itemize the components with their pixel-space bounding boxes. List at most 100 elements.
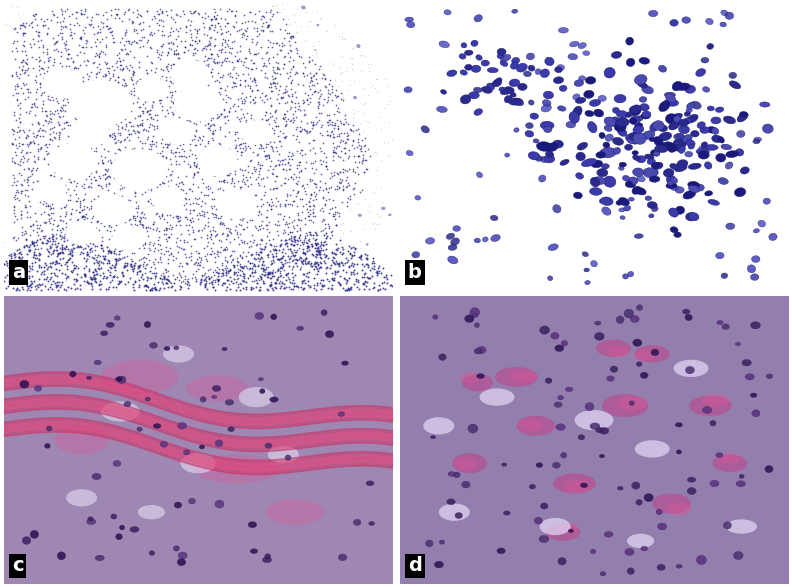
- Point: [123, 215, 135, 225]
- Point: [48, 248, 60, 258]
- Point: [136, 24, 149, 33]
- Point: [335, 68, 348, 77]
- Point: [79, 174, 92, 184]
- Point: [219, 90, 232, 100]
- Point: [278, 59, 291, 69]
- Point: [219, 235, 232, 244]
- Point: [112, 5, 124, 14]
- Point: [104, 227, 116, 236]
- Point: [240, 119, 253, 128]
- Point: [283, 254, 295, 264]
- Point: [167, 50, 180, 59]
- Point: [266, 144, 279, 154]
- Point: [61, 97, 74, 107]
- Point: [268, 278, 281, 288]
- Ellipse shape: [594, 109, 604, 117]
- Point: [302, 280, 314, 289]
- Point: [145, 198, 158, 207]
- Point: [143, 243, 155, 252]
- Point: [337, 34, 350, 43]
- Point: [285, 239, 298, 249]
- Point: [265, 240, 277, 249]
- Point: [10, 151, 22, 160]
- Ellipse shape: [516, 416, 555, 436]
- Point: [110, 172, 123, 181]
- Point: [290, 281, 303, 291]
- Point: [166, 107, 178, 116]
- Point: [229, 11, 242, 21]
- Point: [215, 229, 228, 238]
- Point: [120, 265, 133, 275]
- Point: [146, 284, 158, 293]
- Point: [130, 79, 143, 88]
- Point: [101, 214, 114, 223]
- Point: [341, 135, 354, 144]
- Point: [169, 253, 182, 262]
- Point: [144, 185, 157, 195]
- Point: [114, 255, 127, 264]
- Point: [49, 242, 62, 251]
- Ellipse shape: [662, 134, 669, 140]
- Point: [102, 75, 115, 85]
- Ellipse shape: [353, 96, 357, 99]
- Point: [353, 151, 366, 160]
- Point: [37, 217, 50, 227]
- Point: [44, 279, 57, 289]
- Point: [242, 161, 254, 170]
- Point: [64, 191, 77, 200]
- Point: [120, 204, 133, 214]
- Point: [116, 75, 129, 84]
- Point: [242, 63, 255, 73]
- Point: [114, 45, 127, 54]
- Point: [161, 143, 173, 152]
- Ellipse shape: [674, 144, 683, 151]
- Point: [41, 209, 54, 218]
- Point: [272, 196, 285, 205]
- Ellipse shape: [658, 65, 667, 72]
- Point: [233, 54, 246, 63]
- Point: [39, 258, 51, 268]
- Ellipse shape: [656, 509, 662, 515]
- Point: [175, 144, 188, 153]
- Ellipse shape: [47, 426, 52, 431]
- Point: [123, 88, 135, 97]
- Point: [152, 239, 165, 249]
- Point: [95, 241, 108, 250]
- Point: [154, 283, 166, 292]
- Point: [160, 278, 173, 288]
- Point: [312, 185, 325, 194]
- Point: [158, 31, 170, 40]
- Ellipse shape: [661, 142, 674, 150]
- Point: [234, 279, 247, 289]
- Point: [215, 217, 227, 227]
- Ellipse shape: [685, 85, 695, 93]
- Point: [34, 227, 47, 236]
- Point: [263, 120, 276, 129]
- Point: [74, 200, 86, 210]
- Point: [234, 94, 247, 103]
- Ellipse shape: [553, 205, 561, 213]
- Point: [287, 174, 299, 183]
- Point: [253, 163, 266, 173]
- Point: [290, 201, 303, 211]
- Point: [85, 182, 97, 191]
- Point: [38, 274, 51, 284]
- Ellipse shape: [670, 19, 678, 26]
- Point: [52, 108, 65, 117]
- Point: [78, 201, 90, 211]
- Point: [239, 53, 252, 62]
- Point: [158, 178, 170, 188]
- Point: [48, 171, 60, 181]
- Point: [74, 272, 87, 282]
- Point: [12, 122, 25, 131]
- Ellipse shape: [439, 354, 447, 360]
- Point: [287, 246, 300, 255]
- Point: [173, 140, 186, 150]
- Point: [35, 88, 48, 97]
- Point: [116, 56, 129, 65]
- Point: [42, 118, 55, 127]
- Point: [261, 139, 274, 149]
- Point: [272, 131, 285, 141]
- Point: [197, 178, 210, 188]
- Ellipse shape: [66, 489, 97, 507]
